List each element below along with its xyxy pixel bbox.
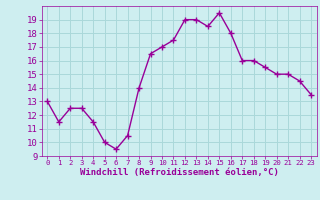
X-axis label: Windchill (Refroidissement éolien,°C): Windchill (Refroidissement éolien,°C) bbox=[80, 168, 279, 177]
